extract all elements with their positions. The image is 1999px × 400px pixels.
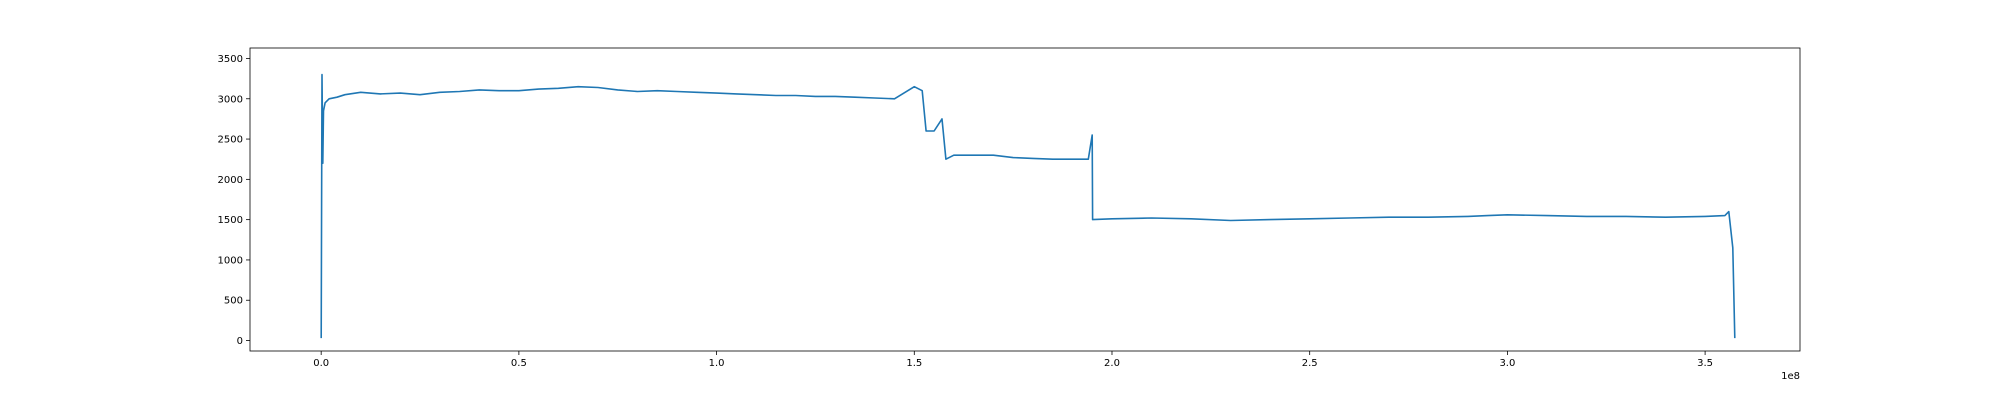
axes: 0.0 0.5 1.0 1.5 2.0 2.5 3.0 3.5 0 500 1000 1500 2000… [218,47,1801,369]
plot-area [320,73,1736,339]
x-tick-label: 1.0 [709,358,725,369]
y-tick-label: 0 [237,336,243,347]
x-tick-label: 2.0 [1104,358,1120,369]
x-tick-label: 0.5 [511,358,527,369]
x-tick-label: 2.5 [1302,358,1318,369]
y-tick-label: 2500 [218,135,243,146]
x-tick-label: 3.5 [1697,358,1713,369]
x-tick-label: 1.5 [906,358,922,369]
x-tick-label: 3.0 [1499,358,1515,369]
y-tick-label: 2000 [218,175,243,186]
series-line-1 [320,73,1736,339]
y-tick-label: 3500 [218,54,243,65]
y-tick-label: 500 [224,296,243,307]
y-tick-label: 1500 [218,215,243,226]
x-tick-label: 0.0 [313,358,329,369]
x-axis-offset-label: 1e8 [1781,371,1800,382]
y-tick-label: 1000 [218,255,243,266]
axes-frame [249,47,1801,352]
y-tick-label: 3000 [218,94,243,105]
